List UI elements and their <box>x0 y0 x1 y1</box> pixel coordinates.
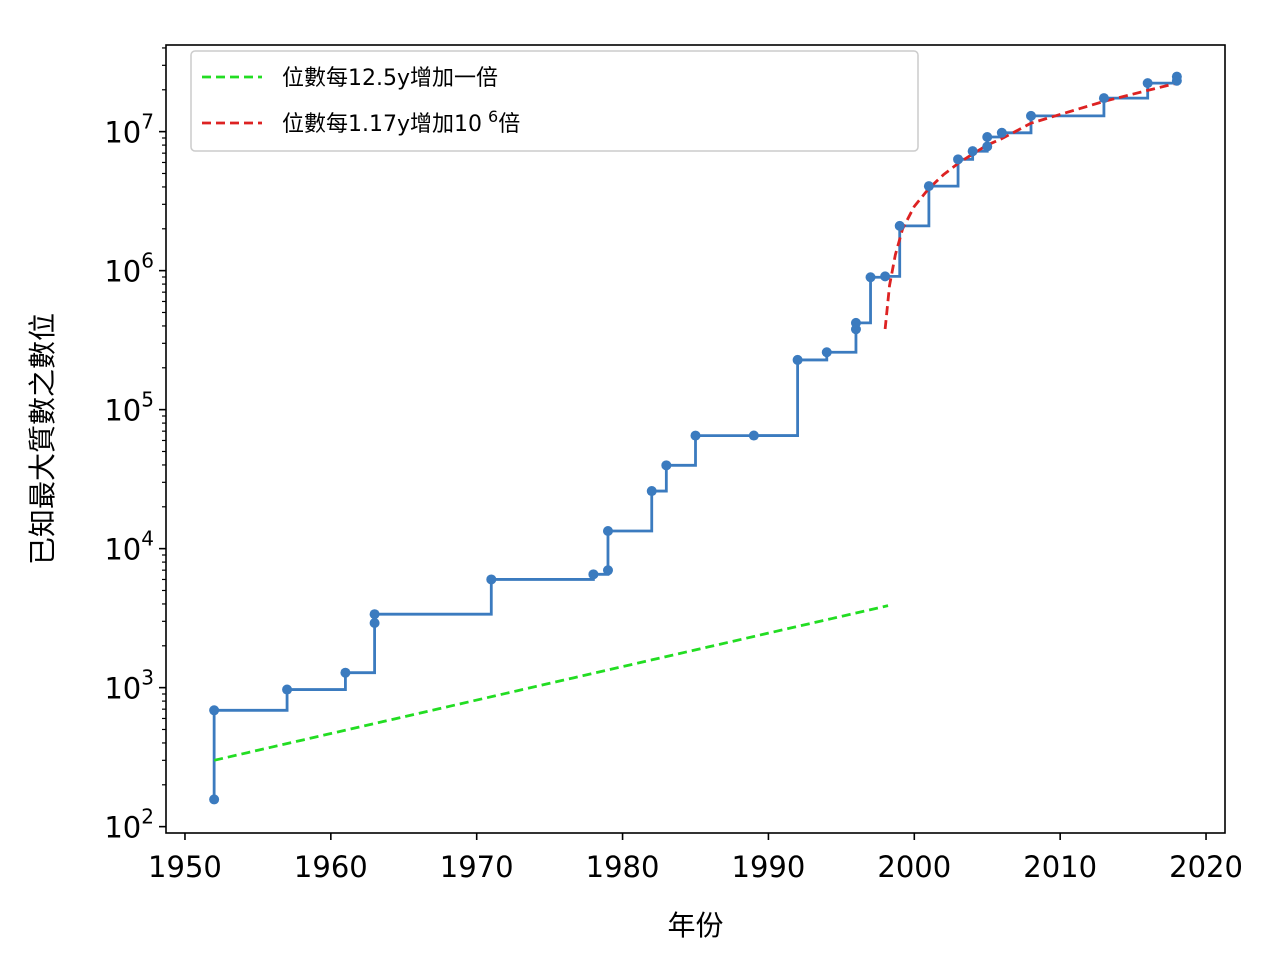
x-tick-label: 2000 <box>877 850 951 884</box>
x-tick-label: 1970 <box>440 850 514 884</box>
x-axis-title: 年份 <box>667 909 723 942</box>
legend-label: 位數每12.5y增加一倍 <box>282 66 498 91</box>
x-tick-label: 2010 <box>1023 850 1097 884</box>
record-point <box>953 154 964 165</box>
legend-label: 位數每1.17y增加10 6倍 <box>282 107 520 137</box>
record-point <box>996 127 1007 138</box>
record-point <box>209 794 220 805</box>
x-tick-label: 1960 <box>294 850 368 884</box>
record-point <box>1025 110 1036 121</box>
record-point <box>340 667 351 678</box>
x-tick-label: 1990 <box>732 850 806 884</box>
record-point <box>369 618 380 629</box>
legend-box <box>190 50 919 152</box>
x-tick-label: 2020 <box>1169 850 1243 884</box>
record-point <box>792 354 803 365</box>
record-point <box>1171 71 1182 82</box>
record-point <box>1142 78 1153 89</box>
record-point <box>602 525 613 536</box>
axes-frame <box>165 44 1226 834</box>
record-point <box>369 609 380 620</box>
record-point <box>923 181 934 192</box>
x-tick-label: 1950 <box>148 850 222 884</box>
record-point <box>282 684 293 695</box>
fit-line-green <box>213 604 889 762</box>
record-point <box>982 141 993 152</box>
record-point <box>646 486 657 497</box>
record-point <box>880 271 891 282</box>
record-point <box>486 574 497 585</box>
record-point <box>821 347 832 358</box>
fit-line-red <box>883 81 1178 330</box>
record-point <box>748 430 759 441</box>
record-point <box>209 705 220 716</box>
record-point <box>850 317 861 328</box>
record-point <box>982 131 993 142</box>
record-point <box>865 272 876 283</box>
record-point <box>894 220 905 231</box>
record-point <box>1098 93 1109 104</box>
x-axis-ticks: 1950 1960 1970 1980 1990 2000 2010 2020 <box>148 833 1243 884</box>
record-point <box>602 565 613 576</box>
y-tick-label: 103 <box>104 666 154 706</box>
x-tick-label: 1980 <box>586 850 660 884</box>
record-point <box>967 146 978 157</box>
record-point <box>588 569 599 580</box>
y-axis-title: 已知最大質數之數位 <box>26 313 59 565</box>
plot-layer <box>209 71 1182 805</box>
record-point <box>661 460 672 471</box>
record-point <box>690 430 701 441</box>
